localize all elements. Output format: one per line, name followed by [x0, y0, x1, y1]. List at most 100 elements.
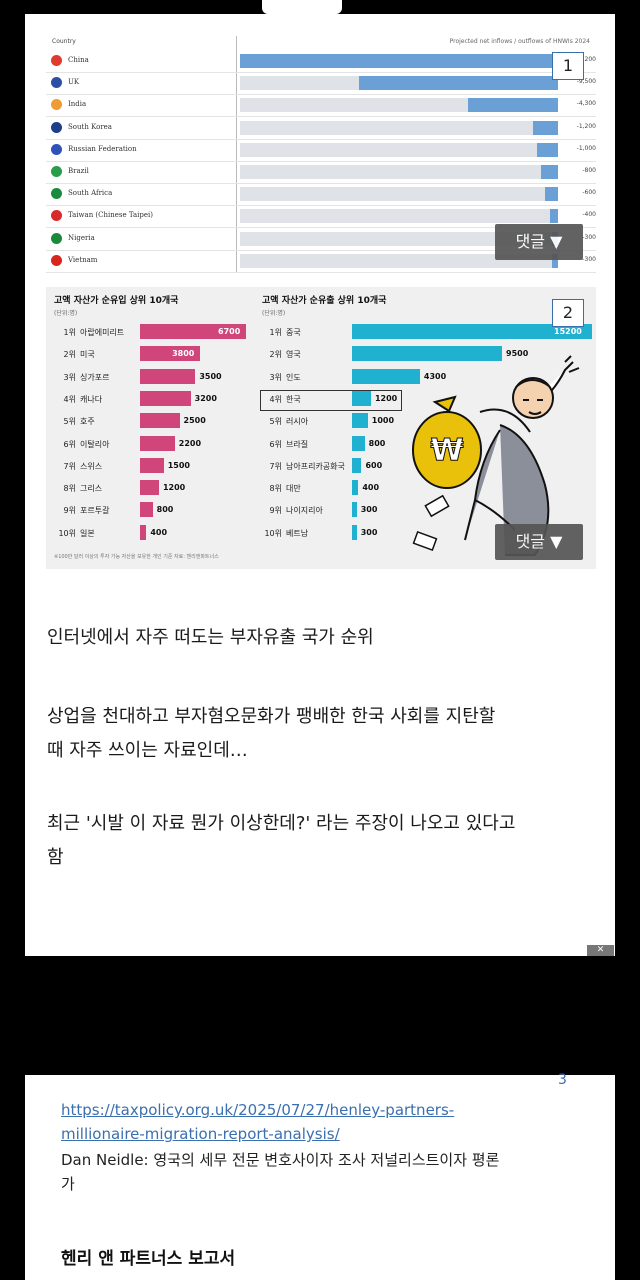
inflow-bar	[140, 413, 180, 429]
inflow-value: 2200	[178, 438, 202, 448]
outflow-value: -9,500	[576, 78, 596, 86]
country-name: Russian Federation	[68, 144, 137, 153]
outflow-bar	[352, 480, 359, 496]
source-link[interactable]: https://taxpolicy.org.uk/2025/07/27/henl…	[61, 1098, 454, 1146]
chart1-row: India -4,300	[46, 94, 596, 118]
outflow-value: 300	[360, 505, 378, 515]
korea-highlight-box	[260, 390, 402, 411]
bar-track	[240, 98, 558, 113]
rank-label: 5위	[269, 417, 282, 427]
country-name: Nigeria	[68, 233, 95, 242]
outflow-row: 4위 한국 1200	[260, 390, 590, 407]
country-flag-icon	[51, 210, 62, 222]
country-label: 포르투갈	[80, 506, 110, 516]
rank-label: 10위	[264, 528, 282, 538]
chart-header-source: Projected net inflows / outflows of HNWI…	[449, 38, 590, 45]
rank-label: 10위	[58, 528, 76, 538]
man-with-money-bag-illustration: ₩	[412, 355, 580, 556]
outflow-bar	[352, 457, 362, 473]
outflow-value: -300	[582, 233, 596, 241]
rank-label: 9위	[63, 506, 76, 516]
outflow-bar	[352, 324, 592, 339]
country-name: South Africa	[68, 189, 113, 198]
rank-label: 7위	[269, 461, 282, 471]
country-name: China	[68, 56, 89, 64]
outflow-bar	[549, 209, 558, 224]
country-name: Brazil	[68, 167, 89, 175]
country-name: Taiwan (Chinese Taipei)	[68, 211, 154, 220]
country-label: 러시아	[286, 417, 309, 427]
outflow-row: 10위 베트남 300	[260, 524, 590, 541]
country-flag-icon	[51, 55, 62, 66]
country-label: 캐나다	[80, 394, 103, 404]
country-label: 중국	[286, 328, 301, 337]
close-icon[interactable]: ✕	[587, 945, 614, 956]
post-paragraph-1: 인터넷에서 자주 떠도는 부자유출 국가 순위	[47, 627, 374, 648]
comment-button[interactable]: 댓글 ▼	[495, 224, 583, 260]
rank-label: 1위	[269, 328, 282, 337]
chart-footnote: ※100만 달러 이상의 투자 가능 자산을 보유한 개인 기준 자료: 헨리앤…	[54, 554, 219, 560]
country-label: 일본	[80, 528, 95, 538]
rank-label: 1위	[63, 328, 76, 337]
source-link-line2[interactable]: millionaire-migration-report-analysis/	[61, 1125, 340, 1143]
country-label: 나이지리아	[286, 506, 323, 516]
inflow-bar	[140, 457, 164, 473]
country-label: 대만	[286, 484, 301, 494]
outflow-value: -300	[582, 255, 596, 263]
outflow-unit: (단위:명)	[262, 310, 286, 317]
chart1-row: UK -9,500	[46, 72, 596, 96]
outflow-bar	[532, 120, 558, 135]
outflow-bar	[352, 524, 357, 540]
inflow-title: 고액 자산가 순유입 상위 10개국	[54, 296, 179, 306]
country-label: 호주	[80, 417, 95, 427]
rank-label: 3위	[63, 372, 76, 382]
chart-header-country: Country	[52, 38, 76, 45]
chart1-row: China -15,200	[46, 50, 596, 73]
chart1-row: Taiwan (Chinese Taipei) -400	[46, 205, 596, 229]
outflow-value: 9500	[506, 349, 529, 359]
outflow-bar	[352, 413, 368, 429]
image-badge-2: 2	[552, 299, 584, 327]
post-paragraph-3b: 함	[47, 847, 64, 868]
country-name: UK	[68, 78, 80, 87]
rank-label: 4위	[63, 394, 76, 404]
rank-label: 8위	[63, 484, 76, 494]
author-line1: Dan Neidle: 영국의 세무 전문 변호사이자 조사 저널리스트이자 평…	[61, 1151, 500, 1169]
image-badge-3: 3	[558, 1072, 567, 1088]
country-flag-icon	[51, 143, 62, 155]
post-paragraph-2a: 상업을 천대하고 부자혐오문화가 팽배한 한국 사회를 지탄할	[47, 706, 496, 727]
outflow-bar	[541, 165, 558, 179]
country-label: 스위스	[80, 461, 103, 471]
inflow-value: 800	[156, 505, 174, 515]
outflow-row: 2위 영국 9500	[260, 345, 590, 362]
source-link-line1[interactable]: https://taxpolicy.org.uk/2025/07/27/henl…	[61, 1101, 455, 1119]
inflow-row: 4위 캐나다 3200	[54, 390, 254, 407]
migration-bar-chart-english: Country Projected net inflows / outflows…	[46, 36, 596, 273]
outflow-bar	[551, 253, 558, 268]
outflow-bar	[468, 98, 558, 113]
outflow-value: -4,300	[576, 100, 596, 108]
bar-track	[240, 209, 558, 224]
inflow-row: 10위 일본 400	[54, 524, 254, 541]
outflow-bar	[352, 368, 420, 384]
inflow-bar	[140, 324, 246, 339]
outflow-title: 고액 자산가 순유출 상위 10개국	[262, 296, 387, 306]
outflow-value: -400	[582, 211, 596, 219]
country-flag-icon	[51, 254, 62, 266]
inflow-bar	[140, 368, 196, 384]
rank-label: 4위	[269, 394, 282, 404]
comment-button-2[interactable]: 댓글 ▼	[495, 524, 583, 560]
outflow-value: 4300	[423, 371, 447, 381]
outflow-row: 1위 중국 15200	[260, 323, 592, 340]
outflow-row: 9위 나이지리아 300	[260, 501, 590, 518]
won-sign-icon: ₩	[430, 433, 463, 468]
country-label: 남아프리카공화국	[286, 461, 345, 471]
chart1-row: Russian Federation -1,000	[46, 139, 596, 162]
outflow-bar	[240, 54, 558, 68]
country-flag-icon	[51, 77, 62, 89]
outflow-bar	[352, 435, 365, 451]
inflow-row: 8위 그리스 1200	[54, 479, 254, 496]
inflow-bar	[140, 435, 175, 451]
chart-divider	[236, 36, 237, 272]
country-label: 미국	[80, 350, 95, 360]
